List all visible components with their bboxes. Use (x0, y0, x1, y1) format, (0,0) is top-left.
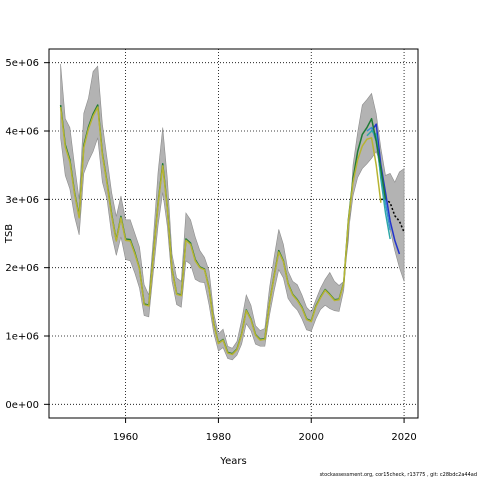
confidence-band (60, 64, 405, 361)
x-tick-label: 2020 (391, 432, 416, 443)
series-line-6 (59, 106, 382, 356)
plot-frame (48, 48, 419, 419)
x-axis: 1960 1980 2000 2020 (113, 418, 417, 443)
y-tick-label: 3e+06 (5, 195, 39, 206)
series-line-1 (380, 198, 405, 233)
footer-credit: stockassessment.org, cor15check, r13775 … (319, 472, 477, 478)
x-tick-label: 2000 (299, 432, 324, 443)
y-tick-label: 4e+06 (5, 127, 39, 138)
y-axis-title: TSB (4, 224, 15, 244)
y-tick-label: 5e+06 (5, 58, 39, 69)
series-line-5 (59, 104, 387, 355)
x-axis-title: Years (219, 456, 246, 467)
x-tick-label: 1960 (113, 432, 138, 443)
x-tick-label: 1980 (206, 432, 231, 443)
y-tick-label: 2e+06 (5, 263, 39, 274)
y-tick-label: 1e+06 (5, 332, 39, 343)
series-line-2 (370, 123, 401, 255)
y-tick-label: 0e+00 (5, 400, 39, 411)
series-lines (59, 104, 405, 356)
y-axis: 0e+00 1e+06 2e+06 3e+06 4e+06 5e+06 (5, 58, 49, 411)
